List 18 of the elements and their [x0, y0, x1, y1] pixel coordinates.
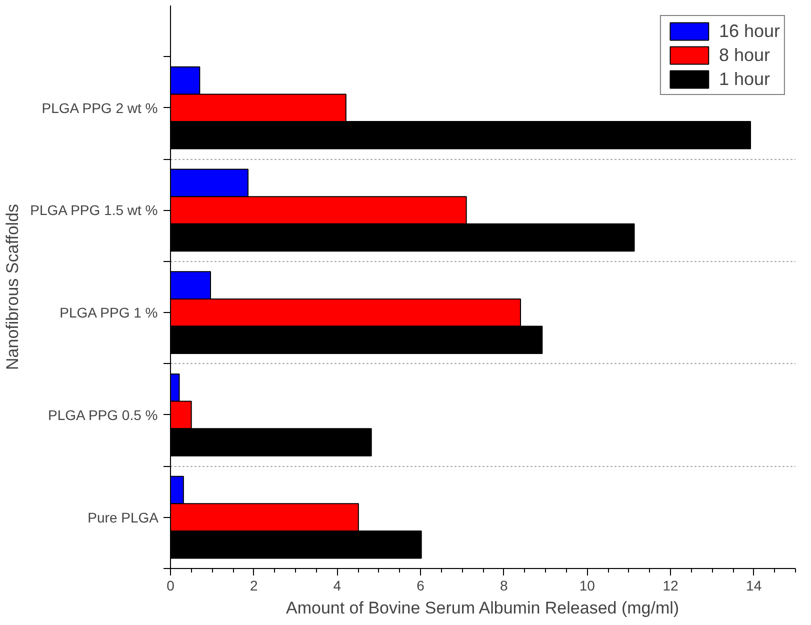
y-tick-label: PLGA PPG 1.5 wt % — [30, 202, 158, 218]
x-tick-label: 10 — [579, 578, 596, 594]
legend-label: 16 hour — [718, 20, 780, 42]
legend-label: 1 hour — [718, 68, 770, 90]
x-tick-label: 2 — [250, 578, 258, 594]
x-tick-label: 14 — [746, 578, 762, 594]
x-axis-title: Amount of Bovine Serum Albumin Released (mg/ml) — [286, 598, 680, 618]
y-tick-label: PLGA PPG 2 wt % — [42, 100, 158, 116]
y-axis-title: Nanofibrous Scaffolds — [3, 204, 22, 370]
x-tick-label: 12 — [662, 578, 678, 594]
y-tick-label: PLGA PPG 1 % — [60, 304, 158, 321]
y-tick-label: PLGA PPG 0.5 % — [48, 406, 158, 423]
x-tick-label: 6 — [416, 578, 425, 594]
legend-label: 8 hour — [718, 44, 770, 66]
y-tick-label: Pure PLGA — [88, 509, 160, 526]
x-tick-label: 0 — [166, 578, 175, 594]
x-tick-label: 8 — [500, 578, 508, 594]
x-tick-label: 4 — [333, 578, 342, 594]
